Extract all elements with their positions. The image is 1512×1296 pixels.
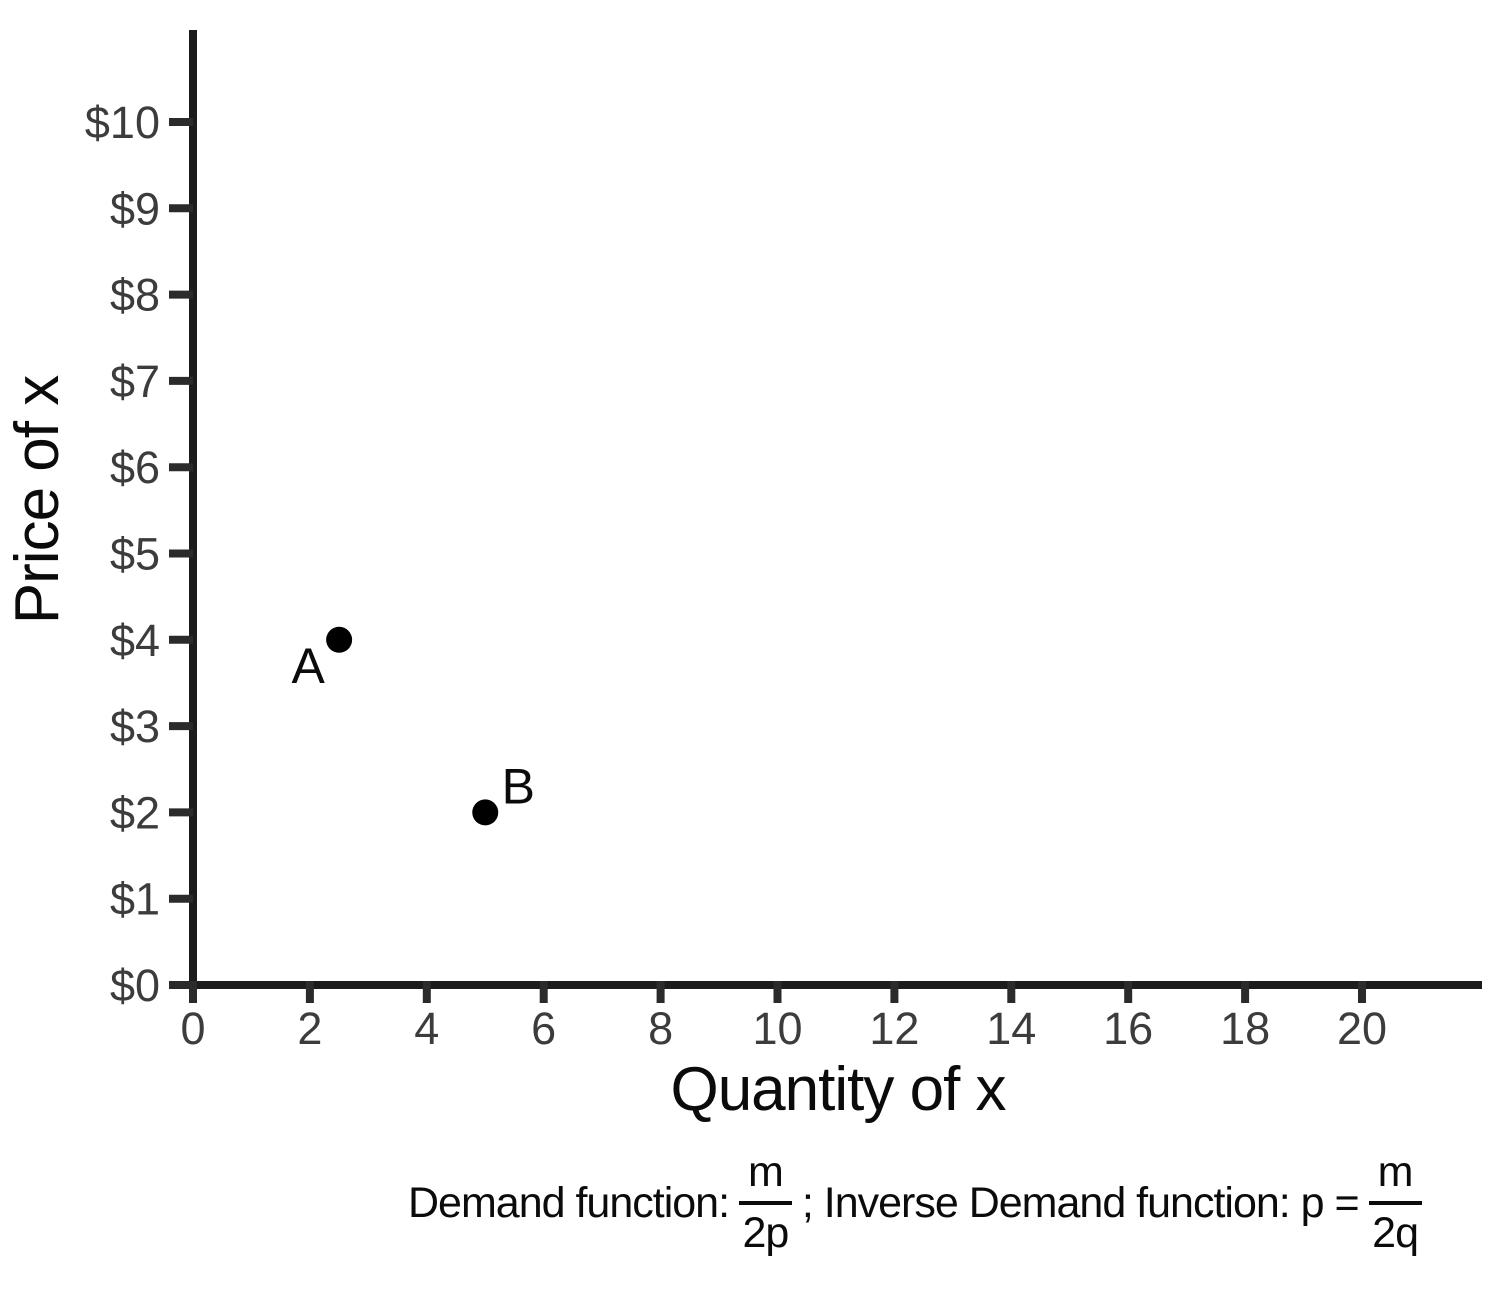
- x-tick-label: 6: [531, 1003, 556, 1054]
- y-tick-label: $8: [110, 270, 160, 321]
- data-point-a: [326, 626, 353, 653]
- y-tick-label: $2: [110, 787, 160, 838]
- y-tick-label: $6: [110, 442, 160, 493]
- fraction-demand-numerator: m: [739, 1151, 792, 1205]
- data-point-b: [472, 799, 499, 826]
- fraction-inverse-denominator: 2q: [1372, 1209, 1419, 1257]
- y-tick-label: $3: [110, 701, 160, 752]
- y-tick-label: $1: [110, 874, 160, 925]
- x-tick-label: 8: [648, 1003, 673, 1054]
- fraction-demand-denominator: 2p: [742, 1209, 790, 1257]
- y-tick-label: $0: [110, 960, 160, 1011]
- y-tick-label: $5: [110, 529, 160, 580]
- x-axis-title: Quantity of x: [670, 1055, 1006, 1124]
- fraction-demand: m 2p: [739, 1151, 792, 1255]
- point-label-a: A: [291, 638, 325, 694]
- y-axis-title: Price of x: [3, 375, 72, 624]
- x-tick-label: 0: [180, 1003, 205, 1054]
- fraction-inverse-demand: m 2q: [1368, 1151, 1422, 1257]
- caption: Demand function: m 2p ; Inverse Demand f…: [408, 1151, 1432, 1255]
- y-tick-label: $9: [110, 183, 160, 234]
- x-tick-label: 10: [752, 1003, 802, 1054]
- x-tick-label: 20: [1337, 1003, 1387, 1054]
- x-tick-label: 2: [297, 1003, 322, 1054]
- y-tick-label: $7: [110, 356, 160, 407]
- x-tick-label: 16: [1103, 1003, 1153, 1054]
- x-tick-label: 4: [414, 1003, 439, 1054]
- caption-prefix: Demand function:: [408, 1178, 730, 1227]
- x-tick-label: 14: [986, 1003, 1036, 1054]
- point-label-b: B: [502, 758, 535, 814]
- y-tick-label: $4: [110, 615, 160, 666]
- caption-separator: ; Inverse Demand function: p =: [801, 1178, 1360, 1227]
- y-tick-label: $10: [85, 97, 160, 148]
- fraction-inverse-numerator: m: [1368, 1151, 1422, 1205]
- x-tick-label: 12: [869, 1003, 919, 1054]
- x-tick-label: 18: [1220, 1003, 1270, 1054]
